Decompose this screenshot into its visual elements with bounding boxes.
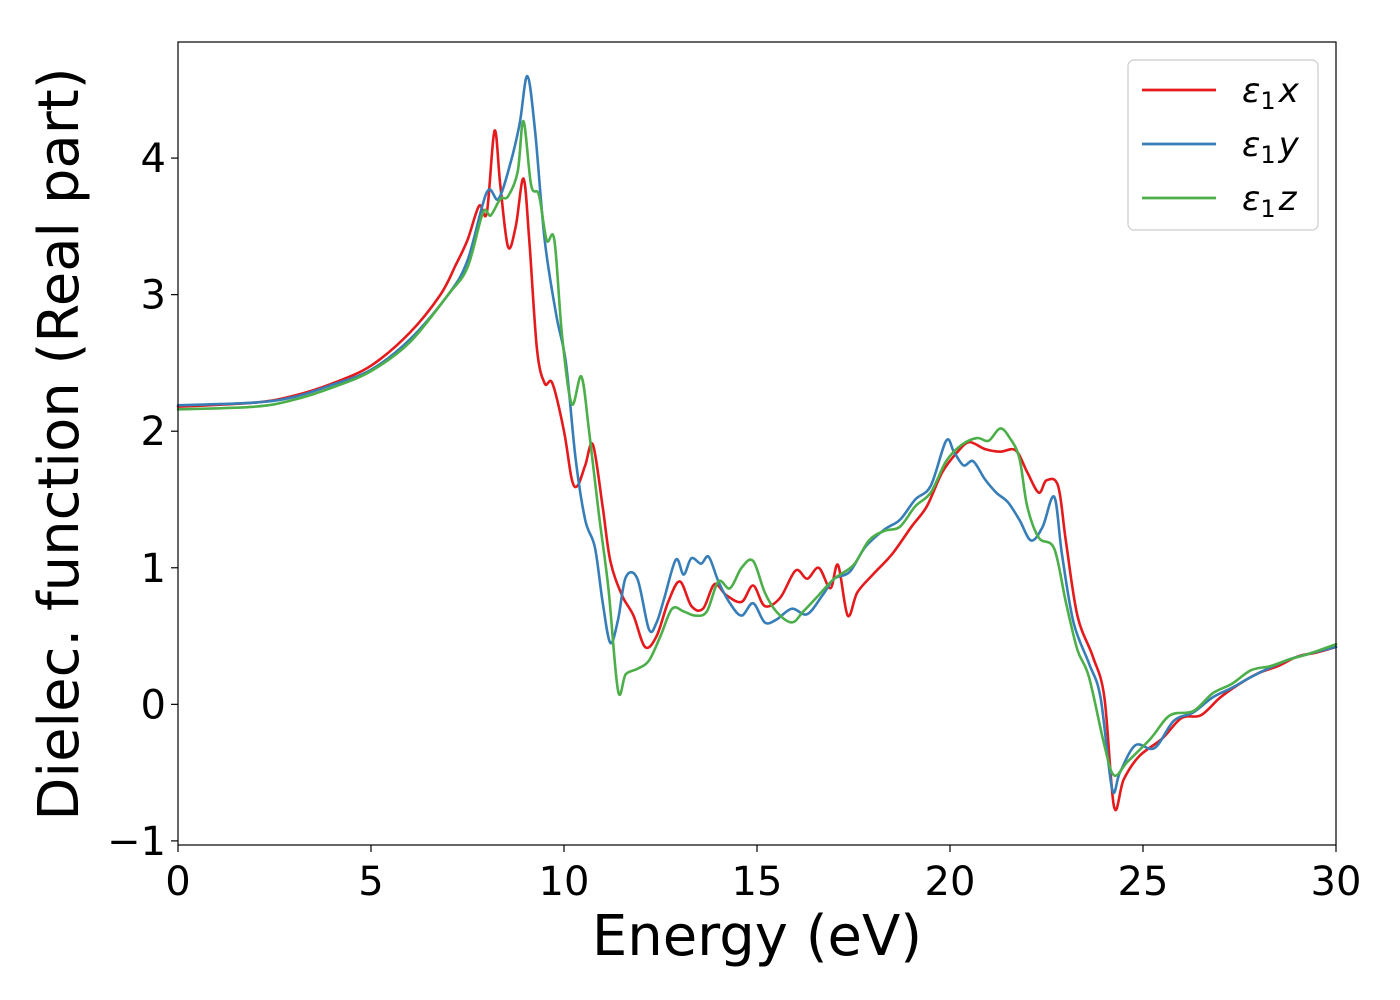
legend: ε1x ε1y ε1z <box>1127 59 1319 231</box>
x-tick-label: 20 <box>925 859 976 905</box>
series-layer <box>176 74 1338 812</box>
x-tick-label: 15 <box>732 859 783 905</box>
y-axis-title: Dielec. function (Real part) <box>27 67 92 820</box>
series-line-x <box>176 129 1338 812</box>
y-tick-label: 0 <box>141 682 166 728</box>
legend-label-y: ε1y <box>1242 125 1300 169</box>
legend-label-x: ε1x <box>1242 71 1300 115</box>
y-tick-label: 1 <box>141 546 166 592</box>
legend-label-z: ε1z <box>1242 179 1298 223</box>
x-tick-label: 10 <box>539 859 590 905</box>
series-line-z <box>176 119 1338 778</box>
x-tick-label: 0 <box>165 859 190 905</box>
series-line-y <box>176 74 1338 795</box>
x-tick-label: 5 <box>358 859 383 905</box>
legend-entries: ε1x ε1y ε1z <box>1142 71 1300 223</box>
y-tick-label: 2 <box>141 409 166 455</box>
y-tick-label: −1 <box>107 819 166 865</box>
x-axis-ticks: 0 5 10 15 20 25 30 <box>165 845 1361 905</box>
legend-box <box>1127 59 1319 231</box>
x-tick-label: 25 <box>1118 859 1169 905</box>
y-tick-label: 3 <box>141 273 166 319</box>
y-axis-ticks: −1 0 1 2 3 4 <box>107 136 178 865</box>
x-tick-label: 30 <box>1311 859 1362 905</box>
x-axis-title: Energy (eV) <box>592 904 922 969</box>
y-tick-label: 4 <box>141 136 166 182</box>
